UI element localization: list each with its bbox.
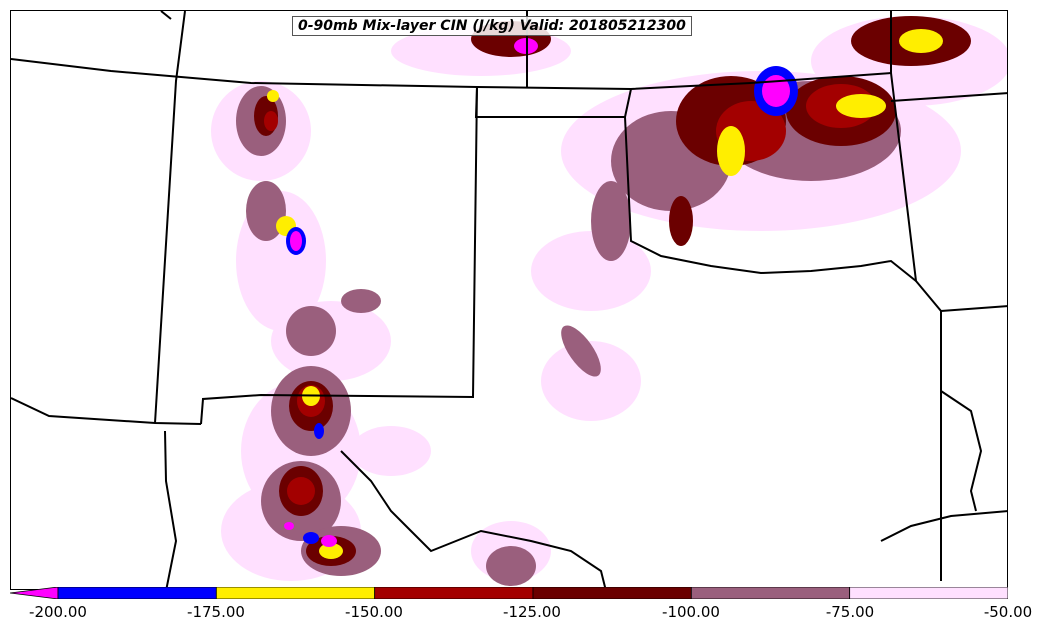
- colorbar-tick-label: -125.00: [503, 603, 561, 621]
- colorbar-tick-label: -75.00: [825, 603, 875, 621]
- colorbar-segment: [532, 587, 692, 599]
- colorbar-tick-label: -100.00: [662, 603, 720, 621]
- colorbar-segment: [690, 587, 851, 599]
- colorbar-tick-label: -150.00: [345, 603, 403, 621]
- colorbar-tick-label: -200.00: [29, 603, 87, 621]
- colorbar-tick-label: -50.00: [983, 603, 1033, 621]
- cin-field: [211, 16, 1007, 586]
- cin-map: [11, 11, 1007, 589]
- map-panel: [10, 10, 1008, 590]
- colorbar-extension-segment: [10, 587, 59, 599]
- map-title: 0-90mb Mix-layer CIN (J/kg) Valid: 20180…: [292, 16, 692, 36]
- state-boundaries: [11, 11, 1007, 589]
- colorbar-segment: [374, 587, 534, 599]
- colorbar: [10, 587, 1008, 599]
- colorbar-segment: [57, 587, 217, 599]
- colorbar-segment: [215, 587, 376, 599]
- colorbar-segment: [849, 587, 1008, 599]
- colorbar-tick-label: -175.00: [187, 603, 245, 621]
